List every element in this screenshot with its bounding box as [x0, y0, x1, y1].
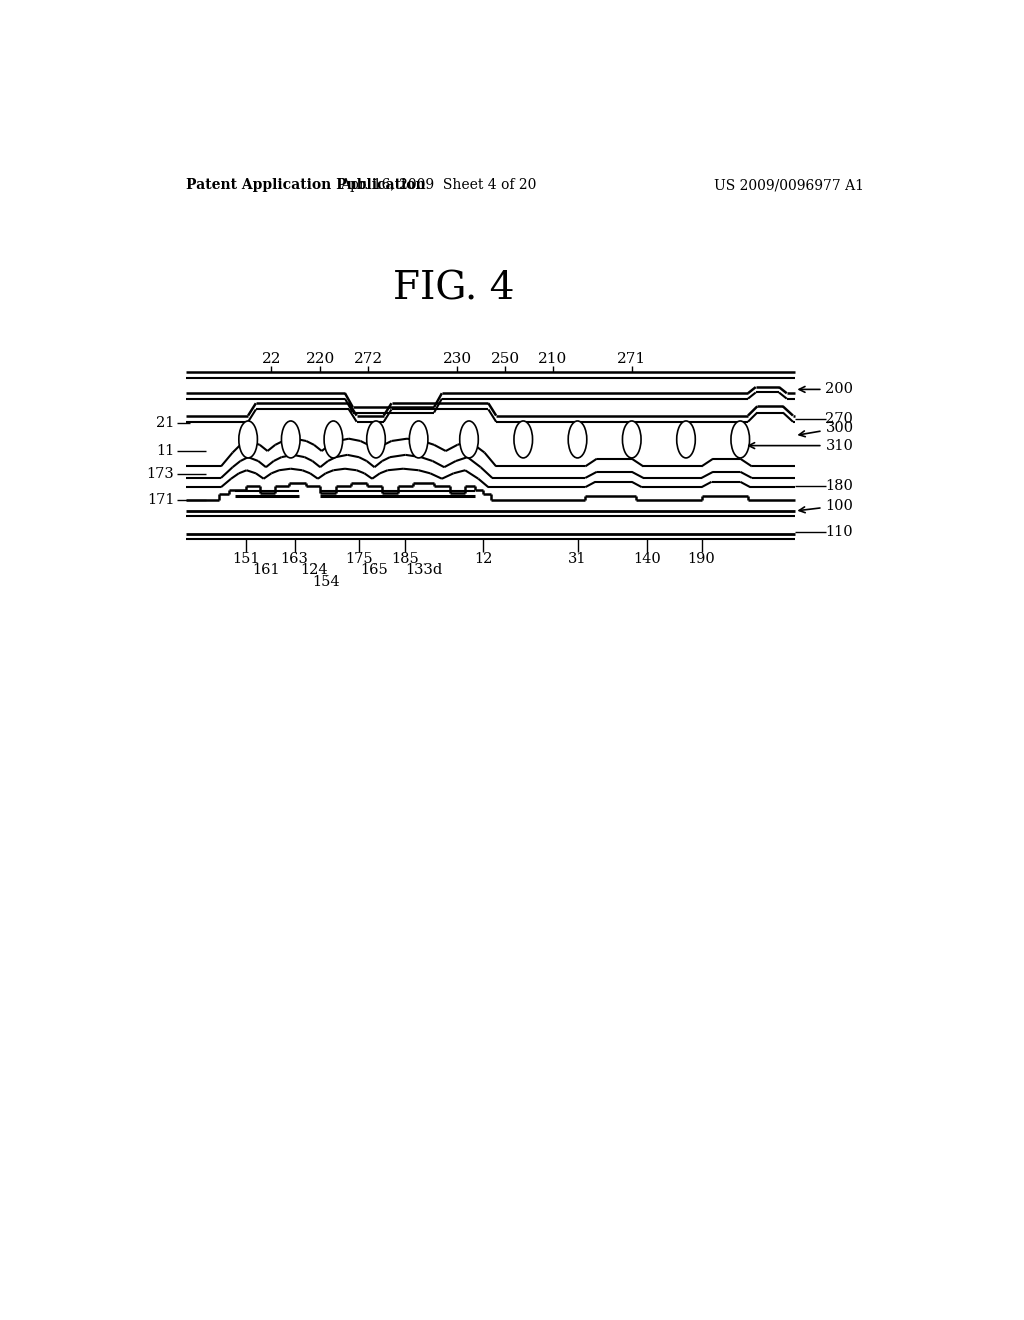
- Text: 171: 171: [147, 494, 174, 507]
- Text: 173: 173: [146, 467, 174, 480]
- Text: 165: 165: [360, 564, 388, 577]
- Text: 11: 11: [157, 444, 174, 458]
- Ellipse shape: [677, 421, 695, 458]
- Text: 272: 272: [353, 351, 383, 366]
- Text: 21: 21: [156, 416, 174, 430]
- Text: 270: 270: [825, 412, 853, 425]
- Ellipse shape: [623, 421, 641, 458]
- Ellipse shape: [514, 421, 532, 458]
- Text: 12: 12: [474, 552, 493, 566]
- Text: 230: 230: [442, 351, 472, 366]
- Ellipse shape: [731, 421, 750, 458]
- Ellipse shape: [324, 421, 343, 458]
- Ellipse shape: [568, 421, 587, 458]
- Text: 133d: 133d: [406, 564, 442, 577]
- Text: 210: 210: [538, 351, 567, 366]
- Text: 124: 124: [300, 564, 328, 577]
- Text: 180: 180: [825, 479, 853, 492]
- Text: 300: 300: [799, 421, 854, 437]
- Text: 140: 140: [634, 552, 662, 566]
- Text: 163: 163: [281, 552, 308, 566]
- Ellipse shape: [367, 421, 385, 458]
- Text: 31: 31: [568, 552, 587, 566]
- Ellipse shape: [460, 421, 478, 458]
- Text: 154: 154: [312, 576, 339, 589]
- Text: Apr. 16, 2009  Sheet 4 of 20: Apr. 16, 2009 Sheet 4 of 20: [340, 178, 537, 193]
- Ellipse shape: [282, 421, 300, 458]
- Ellipse shape: [410, 421, 428, 458]
- Text: 100: 100: [799, 499, 853, 512]
- Text: 190: 190: [688, 552, 716, 566]
- Text: 161: 161: [252, 564, 280, 577]
- Text: 22: 22: [261, 351, 282, 366]
- Text: 151: 151: [232, 552, 259, 566]
- Text: 310: 310: [749, 438, 853, 453]
- Text: FIG. 4: FIG. 4: [393, 271, 514, 308]
- Text: 250: 250: [490, 351, 520, 366]
- Text: 185: 185: [391, 552, 419, 566]
- Text: Patent Application Publication: Patent Application Publication: [186, 178, 426, 193]
- Text: 175: 175: [345, 552, 373, 566]
- Ellipse shape: [239, 421, 257, 458]
- Text: 271: 271: [617, 351, 646, 366]
- Text: 110: 110: [825, 525, 853, 539]
- Text: 220: 220: [305, 351, 335, 366]
- Text: 200: 200: [799, 383, 853, 396]
- Text: US 2009/0096977 A1: US 2009/0096977 A1: [715, 178, 864, 193]
